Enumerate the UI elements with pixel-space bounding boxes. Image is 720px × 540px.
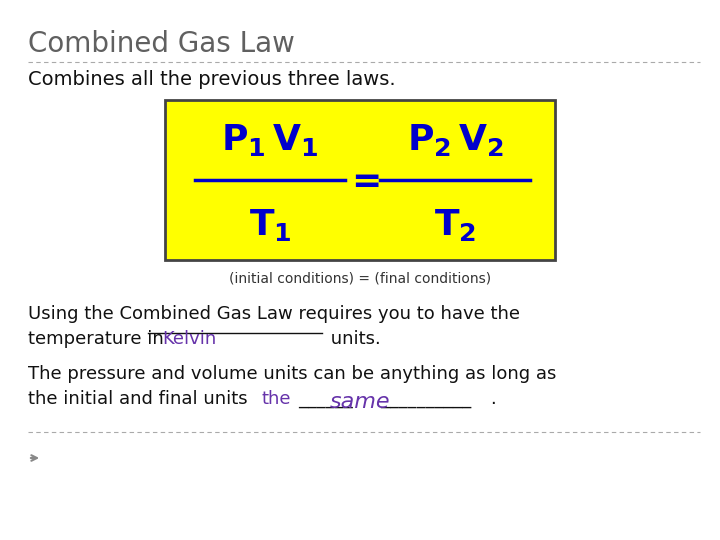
Text: $\mathbf{P_1\,V_1}$: $\mathbf{P_1\,V_1}$: [221, 122, 319, 158]
Text: Combines all the previous three laws.: Combines all the previous three laws.: [28, 70, 395, 89]
Text: .: .: [490, 390, 496, 408]
FancyBboxPatch shape: [165, 100, 555, 260]
Text: same: same: [330, 392, 390, 412]
Text: temperature in: temperature in: [28, 330, 169, 348]
Text: __________: __________: [380, 390, 472, 408]
Text: Using the Combined Gas Law requires you to have the: Using the Combined Gas Law requires you …: [28, 305, 520, 323]
Text: $\mathbf{T_2}$: $\mathbf{T_2}$: [434, 207, 476, 243]
Text: The pressure and volume units can be anything as long as: The pressure and volume units can be any…: [28, 365, 557, 383]
Text: Kelvin: Kelvin: [162, 330, 216, 348]
Text: (initial conditions) = (final conditions): (initial conditions) = (final conditions…: [229, 272, 491, 286]
Text: $\mathbf{P_2\,V_2}$: $\mathbf{P_2\,V_2}$: [407, 122, 503, 158]
Text: $\mathbf{=}$: $\mathbf{=}$: [344, 163, 379, 197]
Text: $\mathbf{T_1}$: $\mathbf{T_1}$: [248, 207, 292, 243]
Text: the: the: [262, 390, 292, 408]
Text: ______: ______: [298, 390, 353, 408]
Text: the initial and final units: the initial and final units: [28, 390, 248, 408]
Text: Combined Gas Law: Combined Gas Law: [28, 30, 295, 58]
Text: units.: units.: [325, 330, 381, 348]
